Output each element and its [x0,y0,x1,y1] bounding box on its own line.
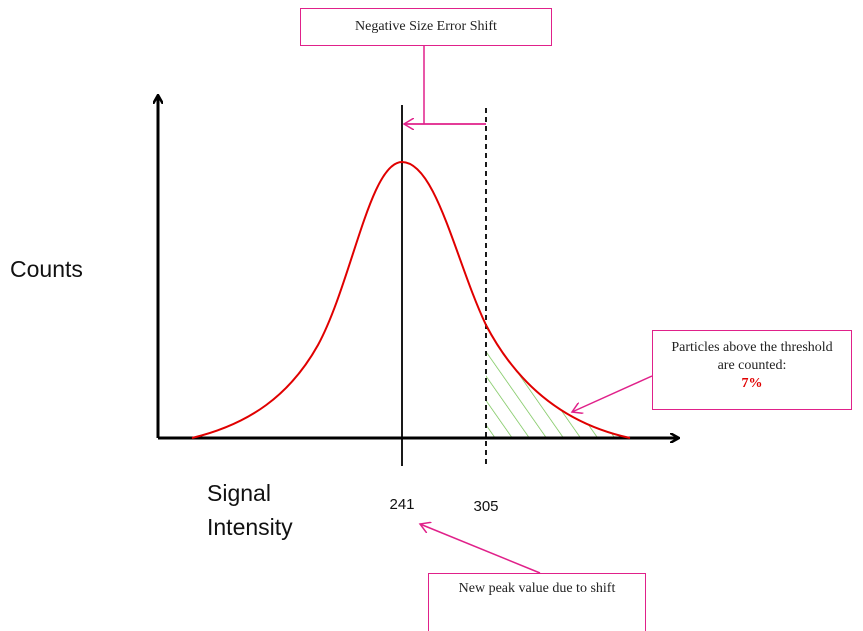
right-box-text: Particles above the threshold are counte… [671,340,833,373]
x-axis-label: Signal Intensity [207,480,293,540]
hatched-area [486,325,630,438]
bottom-box-text: New peak value due to shift [458,581,616,596]
threshold-label: 305 [473,498,499,515]
callout-arrow [420,524,541,574]
percent-text: 7% [741,376,763,391]
callout-arrow [572,375,653,412]
right-box: Particles above the threshold are counte… [652,330,852,410]
distribution-curve [191,160,631,439]
top-box: Negative Size Error Shift [300,8,552,46]
y-axis-label: Counts [10,256,83,282]
bottom-box: New peak value due to shift [428,573,646,631]
top-box-text: Negative Size Error Shift [355,19,497,34]
peak-label: 241 [389,496,415,513]
